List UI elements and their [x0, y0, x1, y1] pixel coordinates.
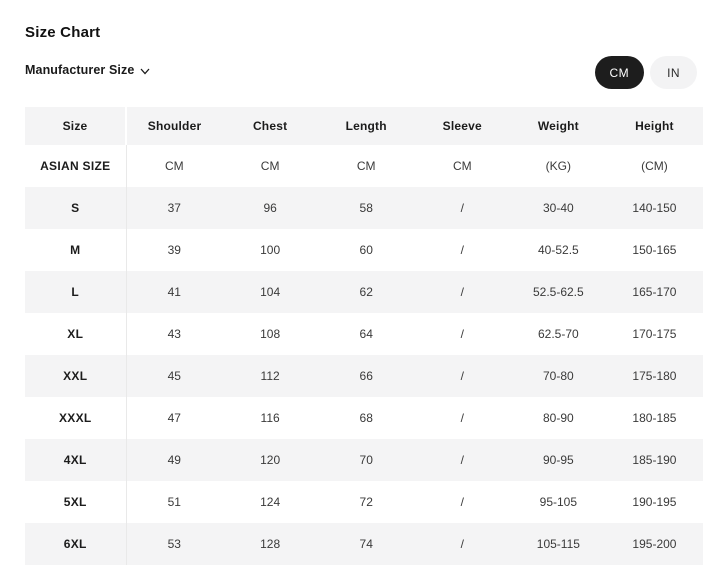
table-row-m: M 39 100 60 / 40-52.5 150-165	[25, 229, 703, 271]
value-cell: 39	[167, 243, 181, 257]
value-cell: 128	[222, 523, 319, 565]
value-cell: 165-170	[606, 271, 703, 313]
value-cell: /	[414, 355, 511, 397]
table-row-4xl: 4XL 49 120 70 / 90-95 185-190	[25, 439, 703, 481]
value-cell: 68	[359, 411, 373, 425]
value-cell: 70	[318, 439, 415, 481]
value-cell: 47	[167, 411, 181, 425]
value-cell: 90-95	[510, 439, 607, 481]
value-cell: 45	[126, 355, 223, 397]
value-cell: /	[414, 271, 511, 313]
value-cell: /	[460, 243, 464, 257]
value-cell: 95-105	[539, 495, 578, 509]
value-cell: 41	[126, 271, 223, 313]
unit-cell: CM	[164, 159, 184, 173]
row-label: ASIAN SIZE	[25, 145, 127, 187]
value-cell: 37	[126, 187, 223, 229]
value-cell: /	[460, 495, 464, 509]
unit-cell: (KG)	[545, 159, 572, 173]
row-label: 4XL	[25, 439, 127, 481]
unit-cell: CM	[260, 159, 280, 173]
value-cell: 53	[126, 523, 223, 565]
chevron-down-icon	[140, 68, 150, 74]
value-cell: 185-190	[606, 439, 703, 481]
size-chart-page: Size Chart Manufacturer Size CM IN Size …	[25, 24, 703, 565]
value-cell: 140-150	[606, 187, 703, 229]
value-cell: 96	[222, 187, 319, 229]
table-header-row: Size Shoulder Chest Length Sleeve Weight…	[25, 107, 703, 145]
size-table-container: Size Shoulder Chest Length Sleeve Weight…	[25, 107, 703, 565]
value-cell: 124	[260, 495, 281, 509]
table-row-asian-size: ASIAN SIZE CM CM CM CM (KG) (CM)	[25, 145, 703, 187]
value-cell: 100	[260, 243, 281, 257]
value-cell: 40-52.5	[538, 243, 579, 257]
size-table: Size Shoulder Chest Length Sleeve Weight…	[25, 107, 703, 565]
table-row-xl: XL 43 108 64 / 62.5-70 170-175	[25, 313, 703, 355]
row-label: S	[25, 187, 127, 229]
value-cell: 66	[318, 355, 415, 397]
value-cell: 105-115	[510, 523, 607, 565]
value-cell: 30-40	[510, 187, 607, 229]
table-row-xxl: XXL 45 112 66 / 70-80 175-180	[25, 355, 703, 397]
manufacturer-size-dropdown[interactable]: Manufacturer Size	[25, 63, 150, 77]
column-header-size: Size	[25, 107, 127, 145]
value-cell: 175-180	[606, 355, 703, 397]
value-cell: 180-185	[632, 411, 677, 425]
unit-cell: CM	[452, 159, 472, 173]
value-cell: 52.5-62.5	[510, 271, 607, 313]
column-header-weight: Weight	[510, 107, 607, 145]
column-header-length: Length	[318, 107, 415, 145]
value-cell: 108	[260, 327, 281, 341]
unit-cell: CM	[356, 159, 376, 173]
value-cell: /	[414, 187, 511, 229]
row-label: 5XL	[25, 481, 127, 523]
column-header-sleeve: Sleeve	[414, 107, 511, 145]
unit-toggle: CM IN	[594, 56, 697, 89]
value-cell: 150-165	[632, 243, 677, 257]
row-label: XXL	[25, 355, 127, 397]
value-cell: 43	[167, 327, 181, 341]
value-cell: /	[460, 411, 464, 425]
value-cell: 190-195	[632, 495, 677, 509]
value-cell: 170-175	[632, 327, 677, 341]
column-header-shoulder: Shoulder	[126, 107, 223, 145]
table-row-s: S 37 96 58 / 30-40 140-150	[25, 187, 703, 229]
page-title: Size Chart	[25, 24, 101, 41]
value-cell: 62	[318, 271, 415, 313]
value-cell: 195-200	[606, 523, 703, 565]
value-cell: 72	[359, 495, 373, 509]
value-cell: /	[460, 327, 464, 341]
table-row-6xl: 6XL 53 128 74 / 105-115 195-200	[25, 523, 703, 565]
value-cell: 74	[318, 523, 415, 565]
value-cell: 70-80	[510, 355, 607, 397]
value-cell: 62.5-70	[538, 327, 579, 341]
value-cell: 112	[222, 355, 319, 397]
value-cell: 49	[126, 439, 223, 481]
table-row-5xl: 5XL 51 124 72 / 95-105 190-195	[25, 481, 703, 523]
value-cell: 80-90	[543, 411, 574, 425]
row-label: XL	[25, 313, 127, 355]
unit-cell: (CM)	[641, 159, 668, 173]
row-label: 6XL	[25, 523, 127, 565]
value-cell: 64	[359, 327, 373, 341]
manufacturer-size-label: Manufacturer Size	[25, 63, 135, 77]
value-cell: /	[414, 439, 511, 481]
column-header-chest: Chest	[222, 107, 319, 145]
table-row-xxxl: XXXL 47 116 68 / 80-90 180-185	[25, 397, 703, 439]
unit-toggle-in-button[interactable]: IN	[650, 56, 697, 89]
table-row-l: L 41 104 62 / 52.5-62.5 165-170	[25, 271, 703, 313]
value-cell: 120	[222, 439, 319, 481]
value-cell: 116	[260, 411, 280, 425]
value-cell: /	[414, 523, 511, 565]
value-cell: 60	[359, 243, 373, 257]
row-label: M	[25, 229, 127, 271]
column-header-height: Height	[606, 107, 703, 145]
row-label: L	[25, 271, 127, 313]
unit-toggle-cm-button[interactable]: CM	[594, 56, 644, 89]
value-cell: 58	[318, 187, 415, 229]
value-cell: 104	[222, 271, 319, 313]
row-label: XXXL	[25, 397, 127, 439]
value-cell: 51	[167, 495, 181, 509]
